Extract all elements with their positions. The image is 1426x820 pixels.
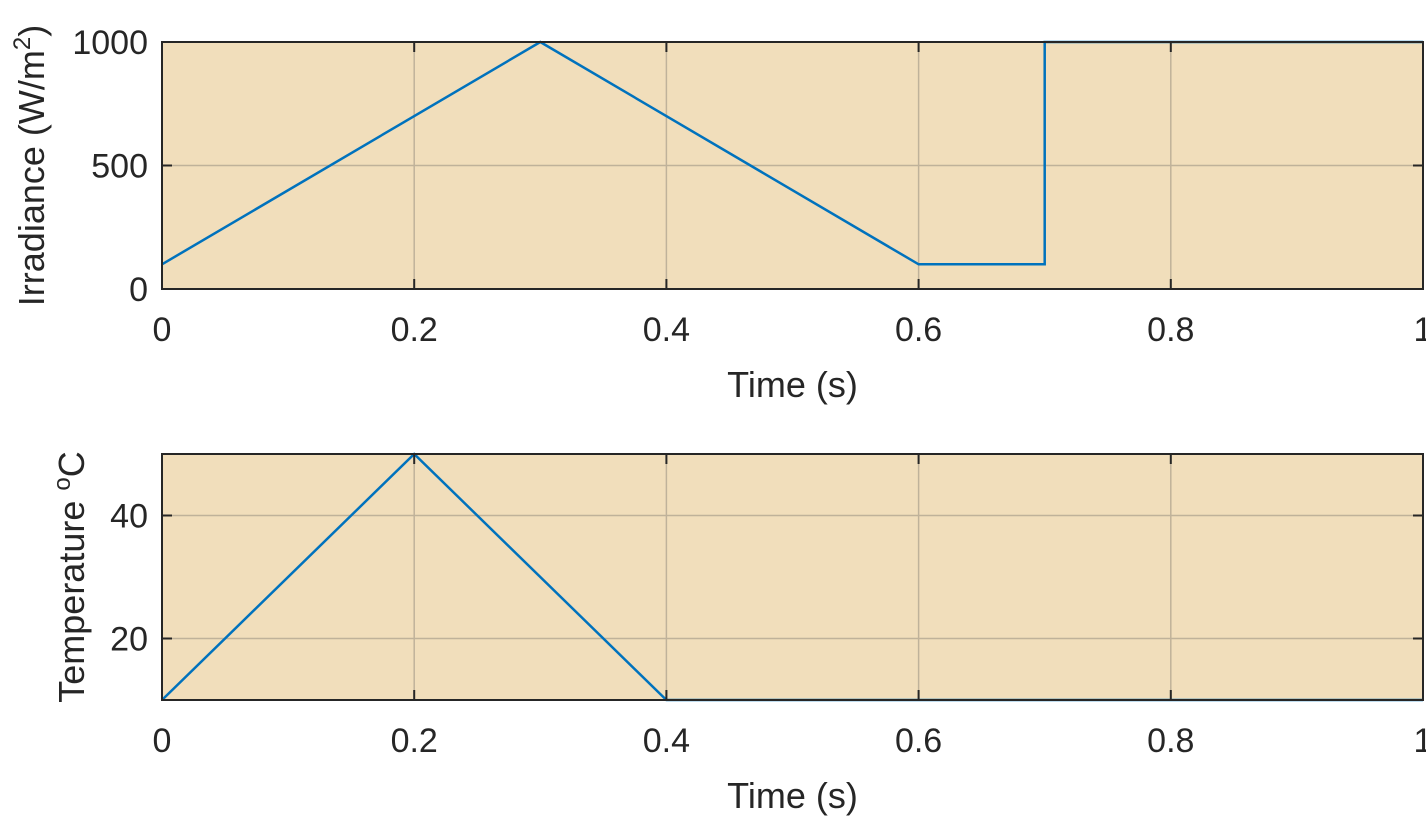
x-tick-label: 0.8 xyxy=(1147,722,1194,760)
x-axis-title: Time (s) xyxy=(727,364,858,405)
y-tick-label: 40 xyxy=(110,498,148,536)
y-tick-label: 1000 xyxy=(72,24,148,62)
x-tick-label: 0.8 xyxy=(1147,311,1194,349)
x-axis-title: Time (s) xyxy=(727,775,858,816)
y-tick-label: 0 xyxy=(129,271,148,309)
y-axis-title-suffix: C xyxy=(51,451,92,477)
y-axis-title-superscript: o xyxy=(49,477,76,490)
y-axis-title-main: Irradiance (W/m xyxy=(11,50,52,306)
x-tick-label: 0 xyxy=(153,311,172,349)
y-axis-title-superscript: 2 xyxy=(9,37,36,50)
y-tick-label: 20 xyxy=(110,621,148,659)
y-axis-title-main: Temperature xyxy=(51,491,92,703)
plot-area xyxy=(162,454,1423,700)
x-tick-label: 0.2 xyxy=(391,311,438,349)
chart-2: 0 0.2 0.4 0.6 0.8 1 20 40 Time (s) Temperature oC xyxy=(49,451,1426,816)
x-tick-label: 0.6 xyxy=(895,311,942,349)
x-tick-label: 1 xyxy=(1414,722,1426,760)
chart-1: 0 0.2 0.4 0.6 0.8 1 0 500 1000 Time (s) Irradiance… xyxy=(9,24,1426,405)
x-tick-label: 0.2 xyxy=(391,722,438,760)
axes-frame xyxy=(161,453,1424,701)
x-tick-label: 0 xyxy=(153,722,172,760)
x-tick-label: 0.6 xyxy=(895,722,942,760)
x-tick-label: 1 xyxy=(1414,311,1426,349)
y-axis-title: Irradiance (W/m2) xyxy=(9,25,52,306)
y-axis-title-suffix: ) xyxy=(11,25,52,37)
y-tick-label: 500 xyxy=(91,148,148,186)
x-tick-label: 0.4 xyxy=(643,722,690,760)
y-axis-title: Temperature oC xyxy=(49,451,92,702)
x-tick-label: 0.4 xyxy=(643,311,690,349)
